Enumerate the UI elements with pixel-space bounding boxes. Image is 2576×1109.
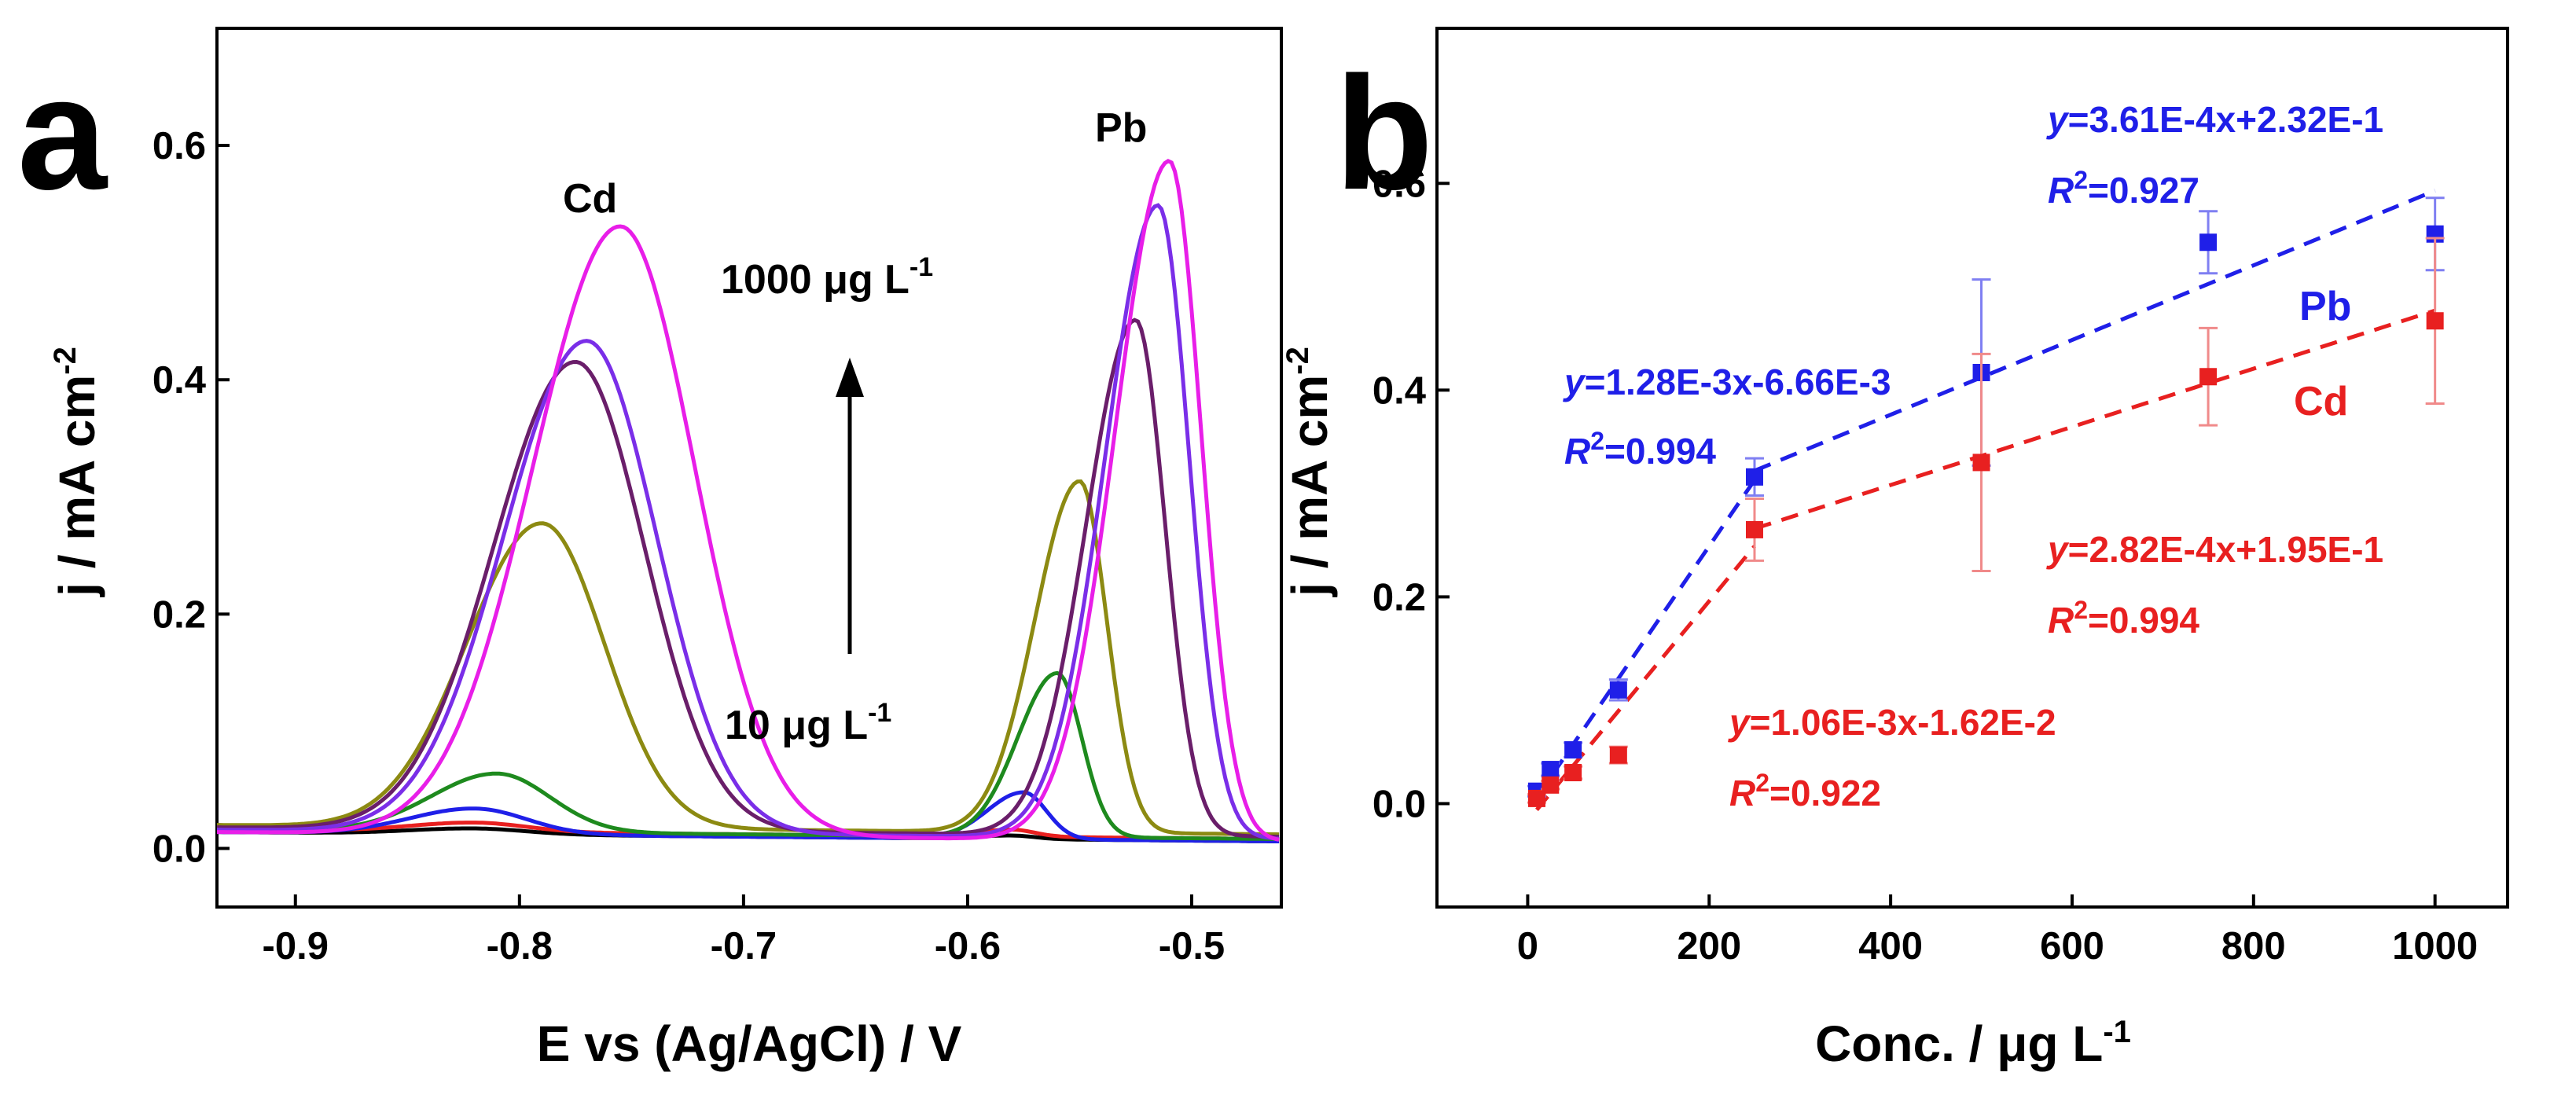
pb-series-label: Pb (2299, 284, 2351, 329)
panel-b-x-tick-label: 400 (1858, 925, 1923, 968)
panel-a-voltammograms (217, 159, 1280, 843)
voltammogram-curve-5 (217, 318, 1280, 839)
concentration-arrow (836, 358, 864, 654)
panel-b-x-tick-label: 800 (2221, 925, 2286, 968)
voltammogram-curve-6 (217, 203, 1280, 841)
panel-b-data-points (1527, 196, 2445, 807)
panel-a-x-tick-label: -0.9 (263, 925, 329, 968)
cd-data-point (1972, 454, 1990, 472)
panel-b-ticks: 0 200 400 600 800 1000 0.0 0.2 0.4 0.6 (1373, 163, 2478, 968)
panel-b-x-axis-title: Conc. / μg L-1 (1815, 1015, 2131, 1072)
panel-b-x-tick-label: 1000 (2392, 925, 2478, 968)
panel-b-x-tick-label: 0 (1517, 925, 1538, 968)
pb-data-point (1609, 681, 1627, 699)
pb-data-point (1745, 468, 1763, 486)
panel-a-y-tick-label: 0.4 (153, 359, 206, 402)
pb-peak-label: Pb (1095, 105, 1147, 151)
panel-a-x-tick-label: -0.5 (1159, 925, 1225, 968)
panel-b-y-tick-label: 0.6 (1373, 163, 1426, 205)
arrow-top-label: 1000 μg L-1 (721, 252, 933, 303)
arrow-head-icon (836, 358, 864, 397)
pb-data-point (2199, 233, 2218, 252)
pb-fit-1-equation: y=1.28E-3x-6.66E-3 (1563, 362, 1891, 402)
panel-b-chart: b 0 200 400 600 800 1000 0.0 0.2 0.4 0.6 Pb Cd y=… (1281, 27, 2509, 1072)
cd-fit-2-equation: y=2.82E-4x+1.95E-1 (2046, 529, 2383, 570)
pb-fit-line-2 (1754, 189, 2436, 473)
panel-a-ticks: -0.9 -0.8 -0.7 -0.6 -0.5 0.0 0.2 0.4 0.6 (153, 125, 1225, 968)
cd-fit-line-2 (1754, 308, 2436, 531)
pb-fit-2-r2: R2=0.927 (2048, 166, 2199, 211)
panel-b-x-tick-label: 600 (2040, 925, 2104, 968)
panel-a-chart: a -0.9 -0.8 -0.7 -0.6 -0.5 0.0 0.2 0.4 0.6 Cd Pb… (17, 27, 1283, 1072)
pb-data-point (1542, 761, 1560, 779)
voltammogram-curve-2 (217, 790, 1280, 843)
panel-a-y-tick-label: 0.6 (153, 125, 206, 167)
panel-b-y-axis-title: j / mA cm-2 (1281, 347, 1338, 597)
cd-data-point (1564, 764, 1582, 782)
panel-b-y-tick-label: 0.2 (1373, 576, 1426, 619)
panel-b-x-tick-label: 200 (1677, 925, 1741, 968)
panel-b-y-tick-label: 0.0 (1373, 783, 1426, 825)
panel-a-letter: a (17, 43, 108, 223)
cd-data-point (1527, 789, 1545, 807)
panel-a-x-axis-title: E vs (Ag/AgCl) / V (537, 1015, 962, 1072)
cd-data-point (1745, 520, 1763, 538)
cd-data-point (1609, 746, 1627, 764)
panel-b-plot-frame (1435, 27, 2509, 909)
voltammogram-curve-4 (217, 479, 1280, 837)
panel-a-plot-frame (215, 27, 1283, 909)
cd-peak-label: Cd (563, 176, 617, 222)
cd-data-point (2199, 368, 2218, 386)
cd-fit-2-r2: R2=0.994 (2048, 596, 2199, 641)
pb-data-point (1564, 741, 1582, 759)
cd-data-point (1542, 776, 1560, 794)
cd-fit-1-r2: R2=0.922 (1729, 769, 1881, 813)
panel-b-y-tick-label: 0.4 (1373, 369, 1426, 412)
panel-a-y-tick-label: 0.2 (153, 593, 206, 636)
pb-fit-1-r2: R2=0.994 (1564, 427, 1716, 472)
panel-a-y-tick-label: 0.0 (153, 828, 206, 870)
arrow-bottom-label: 10 μg L-1 (725, 698, 891, 748)
cd-series-label: Cd (2294, 379, 2348, 424)
panel-b-letter: b (1335, 43, 1433, 223)
voltammogram-curve-7 (217, 159, 1280, 842)
panel-a-x-tick-label: -0.6 (935, 925, 1001, 968)
cd-data-point (2426, 312, 2444, 330)
pb-fit-2-equation: y=3.61E-4x+2.32E-1 (2046, 99, 2383, 140)
panel-a-y-axis-title: j / mA cm-2 (48, 347, 105, 597)
panel-a-x-tick-label: -0.8 (487, 925, 553, 968)
cd-fit-1-equation: y=1.06E-3x-1.62E-2 (1728, 702, 2056, 743)
panel-a-x-tick-label: -0.7 (711, 925, 777, 968)
